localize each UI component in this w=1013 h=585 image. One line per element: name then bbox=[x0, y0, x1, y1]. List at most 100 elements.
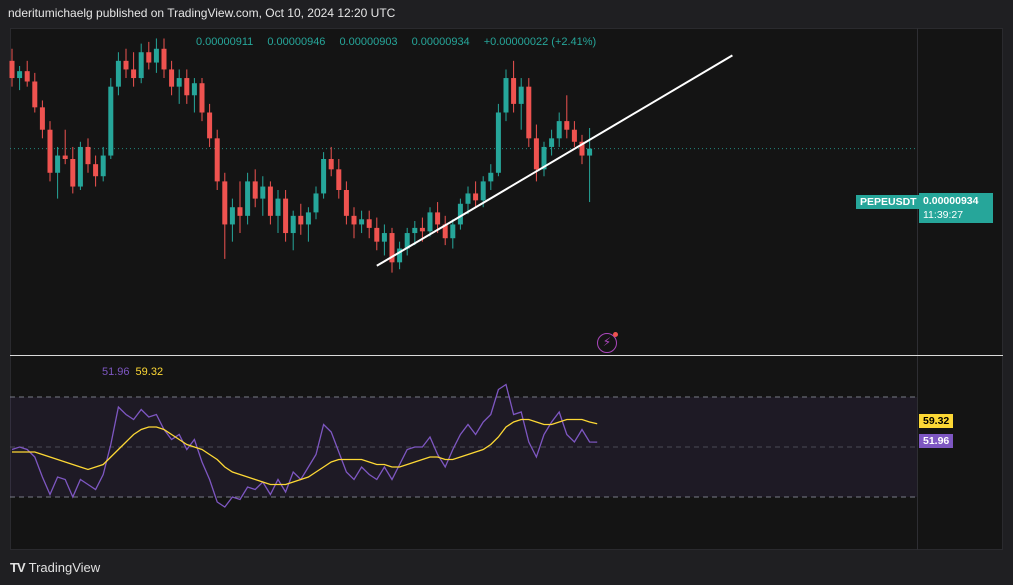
publisher-header: nderitumichaelg published on TradingView… bbox=[8, 6, 396, 20]
candle-body bbox=[587, 148, 593, 156]
brand-name: TradingView bbox=[28, 560, 101, 575]
ohlc-low: 0.00000903 bbox=[339, 36, 398, 48]
rsi-ma-legend-value: 59.32 bbox=[135, 366, 164, 378]
candle-body bbox=[495, 112, 501, 173]
ohlc-high: 0.00000946 bbox=[267, 36, 326, 48]
candle-body bbox=[511, 78, 517, 104]
ohlc-open: 0.00000911 bbox=[196, 36, 254, 48]
candle-body bbox=[442, 224, 448, 239]
candle-body bbox=[252, 181, 258, 199]
candle-body bbox=[191, 83, 197, 96]
candle-body bbox=[275, 198, 281, 216]
candle-body bbox=[465, 193, 471, 204]
pane-divider[interactable] bbox=[10, 355, 1003, 356]
rsi-ma-price-tag: 59.32 bbox=[919, 414, 954, 428]
candle-body bbox=[579, 141, 585, 156]
candle-body bbox=[533, 138, 539, 170]
candle-body bbox=[153, 48, 159, 63]
bar-countdown: 11:39:27 bbox=[923, 209, 964, 221]
candle-body bbox=[39, 107, 45, 130]
candle-body bbox=[47, 129, 53, 173]
candle-body bbox=[245, 181, 251, 216]
candle-body bbox=[93, 164, 99, 177]
last-price: 0.00000934 bbox=[923, 195, 979, 207]
candle-body bbox=[290, 215, 296, 234]
rsi-line bbox=[11, 383, 598, 508]
candle-body bbox=[556, 121, 562, 139]
candle-body bbox=[541, 146, 547, 170]
candle-body bbox=[404, 233, 410, 249]
candle-body bbox=[359, 219, 365, 225]
symbol-tag: PEPEUSDT bbox=[856, 195, 921, 209]
candle-body bbox=[503, 78, 509, 113]
candle-body bbox=[237, 207, 243, 216]
last-price-tag: 0.00000934 11:39:27 bbox=[919, 193, 993, 223]
candle-body bbox=[55, 155, 61, 173]
rsi-legend: 51.96 59.32 bbox=[102, 366, 163, 378]
candle-body bbox=[207, 112, 213, 139]
candle-body bbox=[397, 248, 403, 263]
candle-body bbox=[473, 193, 479, 201]
candle-body bbox=[427, 212, 433, 232]
candle-body bbox=[480, 181, 486, 201]
candle-body bbox=[229, 207, 235, 225]
candle-body bbox=[321, 159, 327, 194]
candle-body bbox=[351, 215, 357, 225]
candle-body bbox=[9, 60, 15, 79]
candle-body bbox=[374, 227, 380, 242]
notification-dot bbox=[613, 332, 618, 337]
candle-body bbox=[24, 71, 30, 82]
candle-body bbox=[199, 83, 205, 113]
candle-body bbox=[412, 227, 418, 234]
trendline bbox=[376, 54, 733, 267]
candle-body bbox=[260, 186, 266, 199]
candle-body bbox=[305, 212, 311, 225]
candle-body bbox=[457, 203, 463, 225]
candle-body bbox=[176, 78, 182, 87]
candle-body bbox=[283, 198, 289, 234]
candle-body bbox=[222, 181, 228, 225]
candle-body bbox=[108, 86, 114, 156]
candle-body bbox=[571, 129, 577, 142]
candle-body bbox=[526, 86, 532, 139]
candle-body bbox=[518, 86, 524, 104]
price-axis-separator bbox=[917, 28, 918, 550]
candle-body bbox=[17, 71, 23, 79]
candle-body bbox=[328, 159, 334, 170]
candle-body bbox=[450, 224, 456, 239]
candle-body bbox=[267, 186, 273, 216]
candle-body bbox=[100, 155, 106, 177]
candle-body bbox=[313, 193, 319, 213]
candle-body bbox=[419, 227, 425, 232]
candle-body bbox=[70, 159, 76, 187]
candle-body bbox=[77, 146, 83, 187]
chart-frame[interactable] bbox=[10, 28, 1003, 550]
candle-body bbox=[115, 60, 121, 87]
candle-body bbox=[146, 52, 152, 63]
flash-icon[interactable]: ⚡ bbox=[597, 332, 618, 353]
candle-body bbox=[123, 60, 129, 70]
candle-body bbox=[366, 219, 372, 228]
candle-body bbox=[138, 52, 144, 79]
candle-body bbox=[169, 69, 175, 87]
candle-body bbox=[343, 190, 349, 216]
candle-body bbox=[389, 233, 395, 263]
candle-body bbox=[131, 69, 137, 79]
candle-body bbox=[161, 48, 167, 70]
candle-body bbox=[549, 138, 555, 147]
footer-brand[interactable]: TV TradingView bbox=[10, 560, 100, 575]
candle-body bbox=[298, 215, 304, 225]
ohlc-change: +0.00000022 (+2.41%) bbox=[483, 36, 597, 48]
rsi-price-tag: 51.96 bbox=[919, 434, 954, 448]
candle-body bbox=[184, 78, 190, 96]
ohlc-close: 0.00000934 bbox=[411, 36, 470, 48]
candle-body bbox=[381, 233, 387, 242]
tradingview-logo-icon: TV bbox=[10, 560, 26, 575]
candle-body bbox=[85, 146, 91, 165]
candle-body bbox=[62, 155, 68, 159]
ohlc-legend: 0.00000911 0.00000946 0.00000903 0.00000… bbox=[196, 36, 596, 48]
candle-body bbox=[488, 172, 494, 182]
candle-body bbox=[214, 138, 220, 182]
